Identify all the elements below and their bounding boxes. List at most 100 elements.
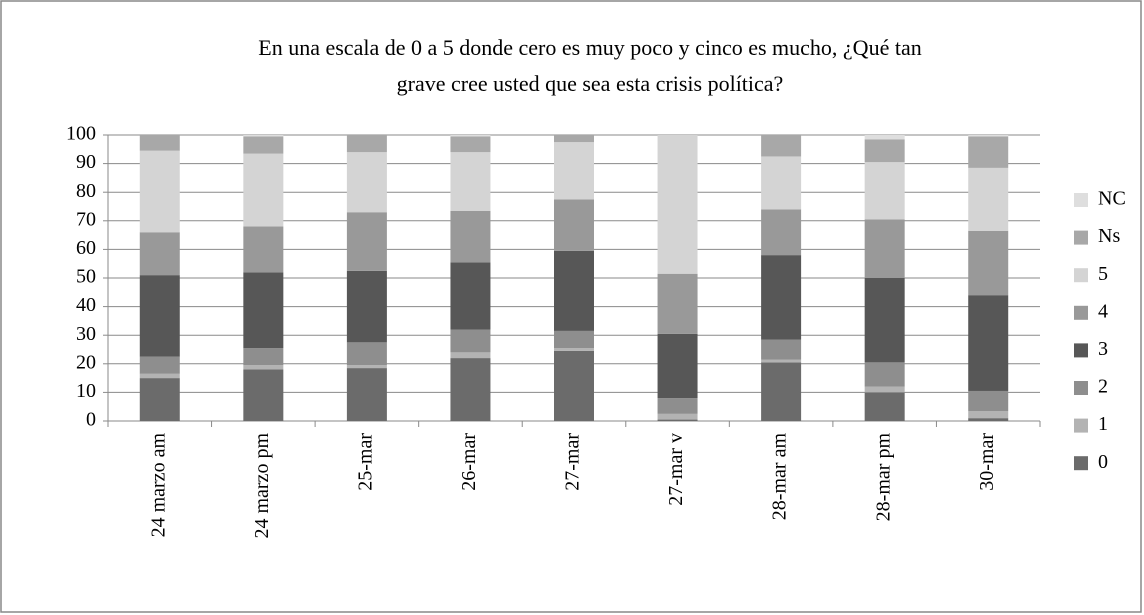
bar-segment [657, 413, 698, 420]
bar-segment [243, 135, 284, 137]
x-tick-label: 27-mar v [665, 433, 687, 506]
bar-segment [968, 390, 1009, 411]
bar-segment [139, 232, 180, 276]
legend-label: 3 [1098, 338, 1108, 360]
y-tick-label: 60 [76, 237, 96, 259]
bar-segment [554, 330, 594, 349]
legend-label: 2 [1098, 376, 1108, 398]
bar-segment [864, 392, 905, 421]
bar-segment [761, 135, 802, 157]
legend-swatch [1074, 268, 1088, 283]
bar-segment [761, 255, 802, 340]
chart-title: En una escala de 0 a 5 donde cero es muy… [258, 35, 921, 60]
bar-segment [139, 275, 180, 357]
bar-segment [864, 162, 905, 220]
bar-segment [346, 152, 387, 213]
bar-segment [450, 352, 491, 359]
bar-segment [864, 386, 905, 393]
bar-segment [968, 136, 1009, 168]
bar-segment [864, 278, 905, 363]
legend-label: NC [1098, 188, 1126, 210]
bar-segment [139, 373, 180, 379]
bar-segment [243, 136, 284, 154]
bar-segment [864, 139, 905, 163]
bar-segment [864, 362, 905, 387]
bar-segment [243, 365, 284, 370]
x-tick-label: 30-mar [976, 433, 998, 491]
bar-segment [346, 212, 387, 271]
legend-swatch [1074, 230, 1088, 245]
legend-label: 4 [1098, 300, 1108, 322]
bar-segment [450, 135, 491, 137]
bar-segment [554, 199, 594, 251]
legend-swatch [1074, 456, 1088, 471]
bar-segment [243, 153, 284, 227]
y-tick-label: 50 [76, 266, 96, 288]
legend-swatch [1074, 343, 1088, 358]
bar-segment [243, 226, 284, 273]
y-tick-label: 20 [76, 351, 96, 373]
x-tick-label: 28-mar am [769, 433, 791, 521]
bar-segment [761, 359, 802, 363]
bar-segment [346, 135, 387, 153]
bar-segment [657, 419, 698, 421]
bar-segment [968, 135, 1009, 137]
bar-segment [864, 219, 905, 278]
bar-segment [554, 250, 594, 331]
y-tick-label: 70 [76, 208, 96, 230]
bar-segment [657, 135, 698, 274]
bar-segment [657, 398, 698, 414]
bar-segment [657, 333, 698, 399]
legend-label: 5 [1098, 263, 1108, 285]
x-tick-label: 27-mar [562, 433, 584, 491]
bar-segment [968, 167, 1009, 231]
bar-segment [139, 150, 180, 233]
bar-segment [243, 369, 284, 421]
legend-swatch [1074, 418, 1088, 433]
bar-segment [450, 358, 491, 421]
bar-segment [346, 368, 387, 421]
bar-segment [139, 135, 180, 151]
bar-segment [864, 135, 905, 140]
bar-segment [761, 209, 802, 256]
bar-segment [243, 348, 284, 366]
y-tick-label: 30 [76, 323, 96, 345]
bar-segment [243, 272, 284, 349]
bar-segment [450, 329, 491, 353]
legend-swatch [1074, 193, 1088, 207]
y-tick-label: 40 [76, 294, 96, 316]
bar-segment [968, 230, 1009, 296]
bar-segment [450, 136, 491, 153]
legend-swatch [1074, 305, 1088, 320]
legend-swatch [1074, 381, 1088, 395]
bar-segment [554, 348, 594, 351]
y-tick-label: 100 [66, 123, 96, 145]
x-tick-label: 26-mar [458, 433, 480, 491]
bar-segment [968, 410, 1009, 419]
bar-segment [968, 295, 1009, 391]
bar-segment [450, 152, 491, 211]
bar-segment [761, 362, 802, 421]
bar-segment [346, 365, 387, 369]
bar-segment [657, 273, 698, 334]
y-tick-label: 90 [76, 151, 96, 173]
chart-title: grave cree usted que sea esta crisis pol… [397, 71, 784, 96]
bar-segment [346, 270, 387, 343]
x-tick-label: 24 marzo am [147, 433, 169, 538]
legend-label: 1 [1098, 413, 1108, 435]
bar-segment [346, 342, 387, 366]
bar-segment [968, 418, 1009, 421]
bar-segment [761, 339, 802, 360]
bar-segment [554, 350, 594, 421]
y-tick-label: 10 [76, 380, 96, 402]
y-tick-label: 80 [76, 180, 96, 202]
bar-segment [450, 210, 491, 263]
bar-segment [761, 156, 802, 210]
y-tick-label: 0 [86, 409, 96, 431]
bar-segment [139, 356, 180, 374]
x-tick-label: 24 marzo pm [251, 433, 273, 539]
bar-segment [139, 378, 180, 421]
legend-label: Ns [1098, 225, 1120, 247]
bar-segment [554, 142, 594, 200]
